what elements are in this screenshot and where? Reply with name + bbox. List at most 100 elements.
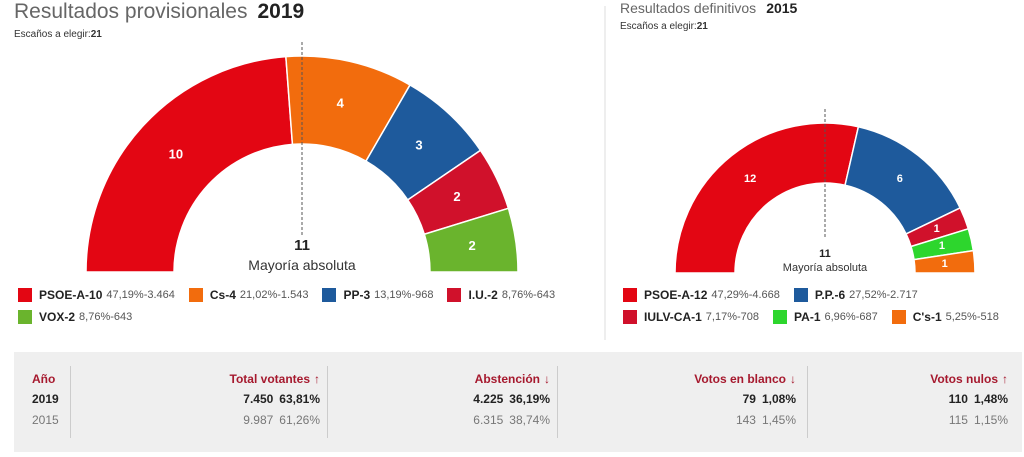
segment-label: 3 [415, 137, 422, 152]
seat-segment [674, 122, 860, 274]
header-text: Abstención [474, 372, 540, 386]
table-row: 2015 [32, 410, 92, 430]
segment-label: 2 [453, 189, 460, 204]
table-cell: 110 [948, 392, 968, 406]
legend-item: Cs4 21,02%1.543 [188, 288, 309, 302]
legend-name: C's [913, 310, 935, 324]
subtitle: Escaños a elegir:21 [14, 29, 102, 40]
header-text: Votos en blanco [694, 372, 786, 386]
legend-votes: 708 [740, 311, 760, 323]
legend-seats: 1 [934, 310, 942, 324]
legend-votes: 4.668 [752, 289, 780, 301]
sort-arrow: ↑ [1002, 372, 1008, 386]
table-row: 9.987 61,26% [74, 410, 320, 430]
legend-name: P.P. [815, 288, 839, 302]
table-cell: 1,08% [761, 392, 796, 406]
table-cell: 143 [735, 413, 756, 427]
legend-seats: 1 [695, 310, 702, 324]
legend-swatch [773, 310, 788, 324]
legend-swatch [447, 288, 462, 302]
legend-swatch [18, 288, 32, 302]
seats: 21 [697, 21, 709, 32]
table-row: 4.225 36,19% [334, 388, 550, 410]
legend-seats: 2 [491, 288, 498, 302]
legend-percent: 6,96% [825, 311, 860, 323]
column-separator [557, 366, 558, 438]
table-cell: 9.987 [243, 413, 274, 427]
legend-name: PP [343, 288, 363, 302]
title-text: Resultados provisionales [14, 0, 247, 23]
seats: 21 [91, 29, 103, 40]
year: 2015 [766, 0, 797, 16]
legend-name: PSOE-A [644, 288, 694, 302]
header-text: Total votantes [229, 372, 310, 386]
segment-label: 12 [744, 173, 756, 185]
table-row: 79 1,08% [564, 388, 796, 410]
chart-title: Resultados provisionales 2019 [14, 0, 304, 23]
table-header: Abstención ↓ [334, 362, 550, 388]
legend-swatch [891, 310, 906, 324]
column-separator [70, 366, 71, 438]
table-cell: 38,74% [509, 413, 550, 427]
legend-percent: 7,17% [706, 311, 741, 323]
sort-arrow: ↓ [790, 372, 796, 386]
sort-arrow: ↓ [544, 372, 550, 386]
legend-name: PA [794, 310, 814, 324]
legend-percent: 8,76% [502, 289, 537, 301]
legend-item: PSOE-A1247,29%4.668 [623, 288, 780, 302]
table-cell: 4.225 [473, 392, 504, 406]
table-cell: 6.315 [473, 413, 504, 427]
legend: PSOE-A1047,19%3.464 Cs4 21,02%1.543 PP313,1… [18, 288, 598, 324]
legend-name: IULV-CA [644, 310, 695, 324]
seat-segment [423, 207, 519, 273]
legend-name: Cs [210, 288, 229, 302]
seat-segment [913, 249, 976, 274]
table-row: 2019 [32, 388, 92, 410]
legend-item: PP313,19%968 [322, 288, 433, 302]
table-cell: 7.450 [243, 392, 274, 406]
legend-item: C's1 5,25%518 [891, 310, 999, 324]
table-row: 6.315 38,74% [334, 410, 550, 430]
table-column: Abstención ↓ 4.225 36,19% 6.315 38,74% [334, 362, 550, 442]
table-row: 110 1,48% [814, 388, 1008, 410]
segment-label: 6 [897, 173, 903, 185]
segment-label: 2 [468, 238, 475, 253]
table-header: Total votantes ↑ [74, 362, 320, 388]
column-separator [807, 366, 808, 438]
seat-segment [85, 55, 294, 273]
table-column: Votos nulos ↑ 110 1,48% 115 1,15% [814, 362, 1008, 442]
legend-votes: 968 [415, 289, 434, 301]
legend-votes: 1.543 [280, 289, 309, 301]
year: 2019 [257, 0, 304, 23]
legend-seats: 3 [363, 288, 371, 302]
legend-percent: 27,52% [849, 289, 890, 301]
chart-title: Resultados definitivos 2015 [620, 0, 798, 16]
table-row: 7.450 63,81% [74, 388, 320, 410]
legend-percent: 47,19% [106, 289, 147, 301]
legend-name: PSOE-A [39, 288, 89, 302]
table-header: Votos nulos ↑ [814, 362, 1008, 388]
legend-item: VOX28,76%643 [18, 310, 132, 324]
table-cell: 1,45% [761, 413, 796, 427]
title-text: Resultados definitivos [620, 0, 756, 16]
segment-label: 10 [169, 146, 183, 161]
subtitle: Escaños a elegir:21 [620, 21, 708, 32]
legend-item: I.U.2 8,76%643 [447, 288, 555, 302]
legend-percent: 5,25% [946, 311, 981, 323]
legend-percent: 8,76% [79, 311, 114, 323]
legend-swatch [623, 310, 637, 324]
table-cell: 2019 [32, 392, 59, 406]
results-table: Año 2019 2015 Total votantes ↑ 7.450 63,81% 9.9… [14, 352, 1022, 452]
legend-seats: 1 [813, 310, 821, 324]
header-text: Año [32, 372, 56, 386]
legend-votes: 3.464 [147, 289, 175, 301]
legend-item: P.P.627,52%2.717 [793, 288, 918, 302]
header-text: Votos nulos [930, 372, 998, 386]
segment-label: 1 [939, 240, 945, 252]
legend-seats: 2 [68, 310, 76, 324]
table-row: 143 1,45% [564, 410, 796, 430]
table-header: Año [32, 362, 92, 388]
table-cell: 63,81% [279, 392, 320, 406]
subtitle-text: Escaños a elegir: [14, 29, 91, 40]
legend-item: PA1 6,96%687 [773, 310, 878, 324]
